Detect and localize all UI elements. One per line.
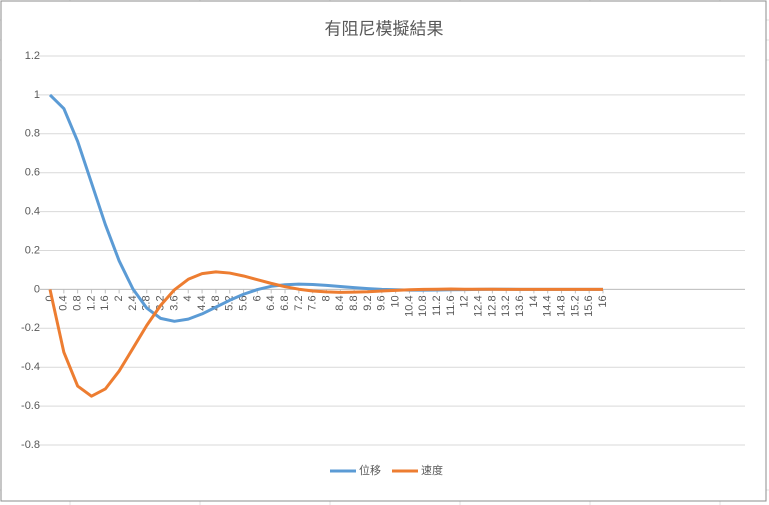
x-tick-label: 4.4 xyxy=(196,295,208,310)
y-tick-label: 0.8 xyxy=(25,128,40,140)
x-tick-label: 16 xyxy=(597,295,609,307)
y-tick-label: 1 xyxy=(34,89,40,101)
x-tick-label: 6 xyxy=(251,295,263,301)
x-tick-label: 13.6 xyxy=(514,295,526,316)
y-tick-label: 0 xyxy=(34,283,40,295)
x-tick-label: 10.4 xyxy=(403,295,415,316)
x-tick-label: 5.6 xyxy=(237,295,249,310)
x-tick-label: 0.8 xyxy=(72,295,84,310)
y-tick-label: 0.6 xyxy=(25,167,40,179)
x-tick-label: 9.6 xyxy=(376,295,388,310)
x-tick-label: 15.6 xyxy=(583,295,595,316)
x-tick-label: 10 xyxy=(390,295,402,307)
y-tick-label: -0.2 xyxy=(21,322,40,334)
x-tick-label: 11.6 xyxy=(445,295,457,316)
x-tick-label: 8 xyxy=(320,295,332,301)
x-tick-label: 7.2 xyxy=(293,295,305,310)
y-tick-label: -0.6 xyxy=(21,400,40,412)
x-tick-label: 13.2 xyxy=(500,295,512,316)
chart-title: 有阻尼模擬結果 xyxy=(325,19,444,38)
y-tick-label: 0.4 xyxy=(25,206,40,218)
x-tick-label: 14.4 xyxy=(542,295,554,316)
x-tick-label: 4 xyxy=(182,295,194,301)
series-line xyxy=(48,270,603,398)
x-tick-label: 12.8 xyxy=(486,295,498,316)
x-tick-label: 0.4 xyxy=(58,295,70,310)
x-tick-label: 10.8 xyxy=(417,295,429,316)
x-tick-label: 14 xyxy=(528,295,540,307)
x-tick-label: 3.2 xyxy=(155,295,167,310)
x-tick-label: 2 xyxy=(113,295,125,301)
x-tick-label: 8.4 xyxy=(334,295,346,310)
legend-label: 速度 xyxy=(421,463,443,477)
x-tick-label: 11.2 xyxy=(431,295,443,316)
x-tick-label: 1.2 xyxy=(85,295,97,310)
legend-label: 位移 xyxy=(359,463,381,477)
y-tick-label: 1.2 xyxy=(25,50,40,62)
x-tick-label: 7.6 xyxy=(307,295,319,310)
x-tick-label: 6.4 xyxy=(265,295,277,310)
x-tick-label: 9.2 xyxy=(362,295,374,310)
x-tick-label: 2.8 xyxy=(141,295,153,310)
y-tick-label: -0.4 xyxy=(21,361,40,373)
x-tick-label: 12 xyxy=(459,295,471,307)
x-tick-label: 15.2 xyxy=(569,295,581,316)
x-tick-label: 3.6 xyxy=(168,295,180,310)
x-tick-label: 2.4 xyxy=(127,295,139,310)
x-tick-label: 12.4 xyxy=(472,295,484,316)
y-tick-label: 0.2 xyxy=(25,244,40,256)
x-tick-label: 14.8 xyxy=(555,295,567,316)
x-tick-label: 8.8 xyxy=(348,295,360,310)
x-tick-label: 6.8 xyxy=(279,295,291,310)
y-tick-label: -0.8 xyxy=(21,439,40,451)
x-tick-label: 0 xyxy=(44,295,56,301)
x-tick-label: 1.6 xyxy=(99,295,111,310)
